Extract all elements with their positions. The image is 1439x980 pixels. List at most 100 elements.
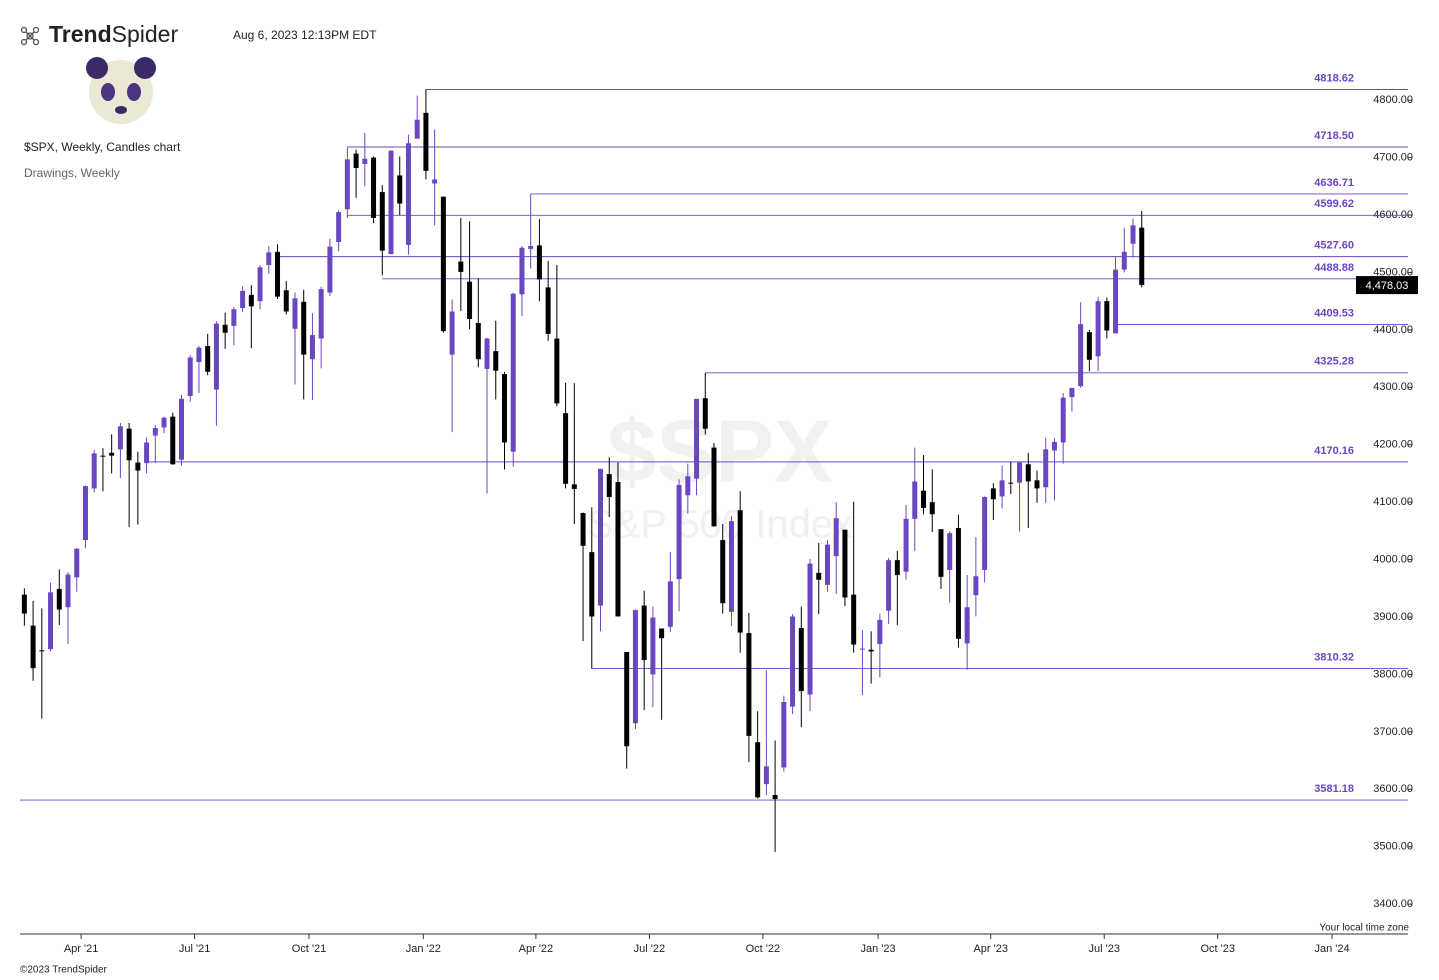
svg-text:TrendSpider: TrendSpider <box>49 21 178 47</box>
y-tick-label: 4800.00 <box>1373 94 1413 106</box>
candle-body <box>292 298 298 329</box>
y-tick-label: 3700.00 <box>1373 726 1413 738</box>
candle-body <box>21 594 27 614</box>
level-label: 4409.53 <box>1314 307 1354 319</box>
candle-body <box>545 287 551 334</box>
candle-body <box>248 294 254 307</box>
x-tick-label: Jan '22 <box>406 943 441 955</box>
y-tick-label: 4500.00 <box>1373 266 1413 278</box>
level-label: 4718.50 <box>1314 130 1354 142</box>
candle-body <box>56 588 62 610</box>
candle-body <box>48 592 54 650</box>
candle-body <box>781 702 787 768</box>
candle-body <box>554 338 560 404</box>
candle-body <box>990 488 996 500</box>
candle-body <box>720 540 726 604</box>
candle-body <box>178 398 184 460</box>
watermark: $SPX S&P 500 Index <box>587 401 853 546</box>
timestamp: Aug 6, 2023 12:13PM EDT <box>233 28 377 42</box>
candle-body <box>432 179 438 184</box>
candle-body <box>1078 324 1084 387</box>
x-tick-label: Jan '24 <box>1314 943 1349 955</box>
candle-body <box>702 398 708 429</box>
candle-body <box>868 649 874 652</box>
y-tick-label: 4300.00 <box>1373 381 1413 393</box>
candle-body <box>1086 332 1092 360</box>
logo-bold: Trend <box>49 21 112 47</box>
candle-body <box>126 428 132 461</box>
y-tick-label: 4000.00 <box>1373 553 1413 565</box>
candle-body <box>728 521 734 612</box>
level-label: 4488.88 <box>1314 262 1354 274</box>
candle-body <box>240 290 246 309</box>
x-tick-label: Jul '21 <box>179 943 210 955</box>
candle-body <box>816 572 822 580</box>
candle-body <box>536 245 542 280</box>
candle-body <box>440 196 446 332</box>
x-tick-label: Apr '21 <box>64 943 99 955</box>
level-label: 4170.16 <box>1314 445 1354 457</box>
candle-body <box>894 560 900 576</box>
candle-body <box>694 398 700 479</box>
x-tick-label: Jul '22 <box>634 943 665 955</box>
candle-body <box>938 529 944 577</box>
candle-body <box>257 267 263 302</box>
candle-body <box>1051 441 1057 451</box>
candle-body <box>458 261 464 272</box>
candle-body <box>606 474 612 497</box>
y-tick-label: 4100.00 <box>1373 496 1413 508</box>
candle-body <box>388 150 394 255</box>
watermark-symbol: $SPX <box>607 401 832 500</box>
candle-body <box>964 607 970 644</box>
candle-body <box>1130 225 1136 244</box>
x-tick-label: Jan '23 <box>861 943 896 955</box>
candle-body <box>903 518 909 572</box>
candle-body <box>100 455 106 457</box>
candle-body <box>519 247 525 295</box>
candle-body <box>571 484 577 489</box>
candle-body <box>39 650 45 652</box>
candle-body <box>135 462 141 471</box>
candle-body <box>667 581 673 627</box>
x-tick-label: Apr '23 <box>973 943 1008 955</box>
candle-body <box>117 426 123 450</box>
candle-body <box>641 605 647 661</box>
last-price-box <box>1356 276 1418 295</box>
candle-body <box>336 212 342 243</box>
candle-body <box>1095 301 1101 357</box>
candle-body <box>467 281 473 319</box>
candle-body <box>475 323 481 360</box>
candle-body <box>982 497 988 570</box>
chart-name: $SPX, Weekly, Candles chart <box>24 140 181 154</box>
logo: TrendSpider <box>20 21 178 47</box>
candle-body <box>711 447 717 527</box>
candle-body <box>30 625 36 669</box>
candle-body <box>973 576 979 596</box>
candle-body <box>833 518 839 557</box>
x-tick-label: Oct '21 <box>292 943 327 955</box>
candle-body <box>755 742 761 798</box>
candle-body <box>1139 227 1145 286</box>
candle-body <box>152 428 158 436</box>
level-label: 3810.32 <box>1314 651 1354 663</box>
candle-body <box>615 482 621 617</box>
candle-body <box>528 246 534 249</box>
candle-body <box>650 617 656 675</box>
candle-body <box>1113 269 1119 334</box>
candle-body <box>318 289 324 339</box>
candle-body <box>999 480 1005 497</box>
candle-body <box>327 246 333 293</box>
candle-body <box>1008 482 1014 484</box>
candle-body <box>423 112 429 171</box>
level-label: 4325.28 <box>1314 356 1354 368</box>
level-label: 4527.60 <box>1314 240 1354 252</box>
candle-body <box>929 502 935 515</box>
candle-body <box>851 594 857 645</box>
candle-body <box>763 766 769 785</box>
candle-body <box>790 616 796 707</box>
candle-body <box>266 252 272 266</box>
candle-body <box>449 311 455 355</box>
candle-body <box>877 619 883 645</box>
level-label: 4818.62 <box>1314 72 1354 84</box>
